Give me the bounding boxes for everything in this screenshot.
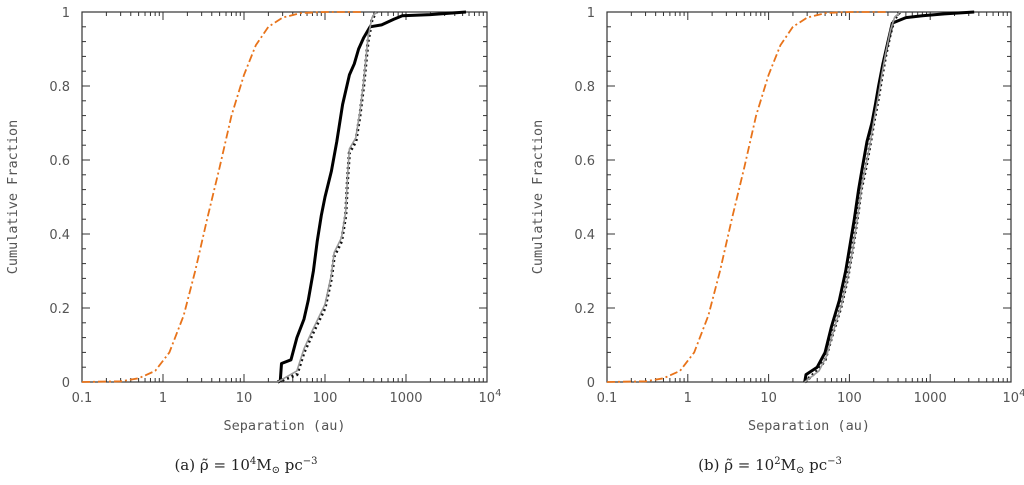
y-axis-label: Cumulative Fraction <box>5 120 21 274</box>
caption-units: M <box>781 456 796 474</box>
caption-sun: ⊙ <box>796 465 804 476</box>
caption-symbol: ρ̃ = 10 <box>724 456 774 474</box>
x-axis-label: Separation (au) <box>224 418 346 434</box>
caption-exponent: 2 <box>774 456 780 467</box>
caption-exponent: 4 <box>250 456 256 467</box>
chart-panel-a: 0.1 1 10 100 1000 104 0 0.2 0.4 0.6 0.8 1 Separation… <box>5 6 501 476</box>
caption-symbol: ρ̃ = 10 <box>200 456 250 474</box>
y-tick-label: 1 <box>62 6 70 21</box>
y-tick-label: 0.4 <box>49 228 70 243</box>
caption-units: M <box>256 456 271 474</box>
x-tick-label: 0.1 <box>597 391 618 406</box>
x-axis-label: Separation (au) <box>748 418 870 434</box>
caption-pc-exponent: −3 <box>827 456 842 467</box>
figure-caption: (a) ρ̃ = 104M⊙ pc−3 <box>174 456 317 476</box>
y-tick-label: 1 <box>587 6 595 21</box>
y-tick-label: 0.6 <box>574 154 595 169</box>
x-tick-label: 1 <box>684 391 692 406</box>
chart-panel-b: 0.1 1 10 100 1000 104 0 0.2 0.4 0.6 0.8 1 Separation… <box>530 6 1024 476</box>
series-line-dotted <box>803 11 902 384</box>
caption-pc: pc <box>280 456 303 474</box>
y-tick-label: 0.2 <box>574 302 595 317</box>
series-line-grey <box>804 11 901 383</box>
caption-pc-exponent: −3 <box>303 456 318 467</box>
series-line-orange <box>607 11 888 383</box>
y-tick-label: 0 <box>62 376 70 391</box>
x-tick-label: 100 <box>837 391 862 406</box>
x-tick-label: 1000 <box>389 391 422 406</box>
x-tick-label: 1000 <box>914 391 947 406</box>
x-tick-label: 104 <box>479 388 502 406</box>
y-tick-label: 0 <box>587 376 595 391</box>
series-line-black <box>803 10 975 383</box>
caption-pc: pc <box>804 456 827 474</box>
y-tick-label: 0.8 <box>574 80 595 95</box>
plot-frame <box>81 11 488 383</box>
y-tick-label: 0.4 <box>574 228 595 243</box>
y-tick-label: 0.8 <box>49 80 70 95</box>
series-line-orange <box>82 11 364 383</box>
x-tick-label: 10 <box>236 391 253 406</box>
caption-prefix: (a) <box>174 456 199 474</box>
series-line-grey <box>277 11 377 383</box>
y-axis-label: Cumulative Fraction <box>530 120 546 274</box>
x-tick-label: 100 <box>313 391 338 406</box>
figure-caption: (b) ρ̃ = 102M⊙ pc−3 <box>698 456 842 476</box>
plot-frame <box>606 11 1012 383</box>
x-tick-label: 0.1 <box>72 391 93 406</box>
y-tick-label: 0.6 <box>49 154 70 169</box>
series-line-black <box>278 10 467 383</box>
y-tick-label: 0.2 <box>49 302 70 317</box>
x-tick-label: 10 <box>760 391 777 406</box>
x-tick-label: 104 <box>1003 388 1024 406</box>
caption-prefix: (b) <box>698 456 724 474</box>
caption-sun: ⊙ <box>272 465 280 476</box>
series-line-dotted <box>277 11 378 384</box>
x-tick-label: 1 <box>159 391 167 406</box>
